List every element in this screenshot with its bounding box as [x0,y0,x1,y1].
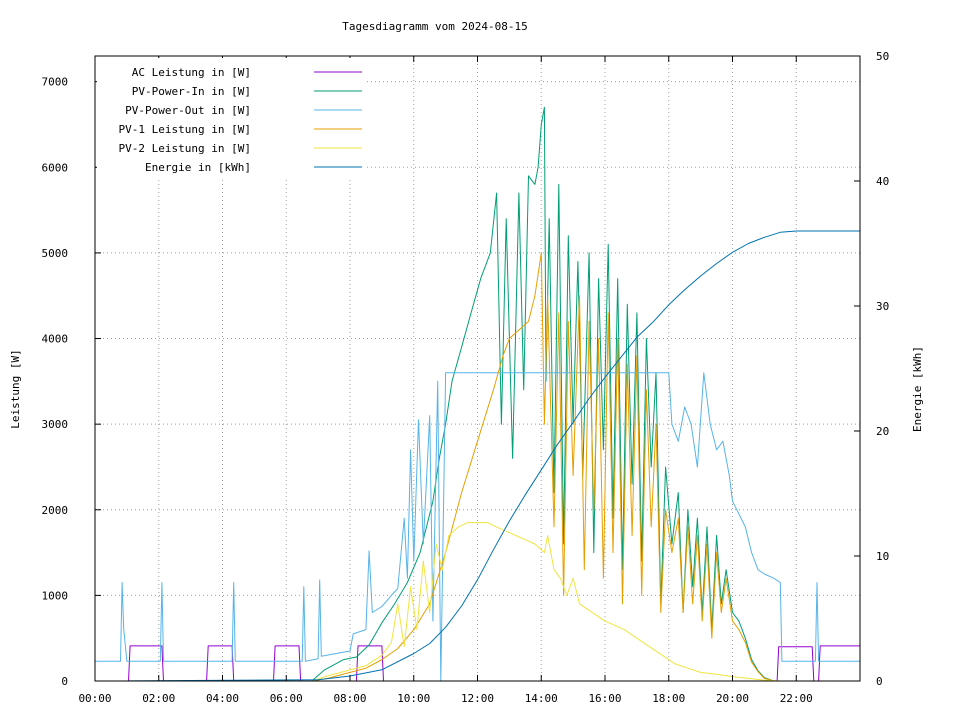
legend-label: PV-Power-In in [W] [132,85,251,98]
y2-tick-label: 20 [876,425,889,438]
y-tick-label: 1000 [42,589,69,602]
legend-background [97,58,367,178]
y-tick-label: 3000 [42,418,69,431]
x-tick-label: 02:00 [142,692,175,705]
legend: AC Leistung in [W] PV-Power-In in [W] PV-P… [97,58,367,178]
axis-ticks: 00:00 02:00 04:00 06:00 08:00 10:00 12:00 14:00… [42,50,890,705]
x-tick-label: 00:00 [78,692,111,705]
y-tick-label: 0 [61,675,68,688]
series-line-4 [95,252,860,682]
y-tick-label: 7000 [42,76,69,89]
x-tick-label: 10:00 [397,692,430,705]
x-tick-label: 08:00 [333,692,366,705]
y-tick-label: 4000 [42,333,69,346]
legend-label: PV-1 Leistung in [W] [119,123,251,136]
x-tick-label: 06:00 [270,692,303,705]
series-line-3 [95,372,860,682]
legend-label: Energie in [kWh] [145,161,251,174]
x-tick-label: 14:00 [525,692,558,705]
x-tick-label: 12:00 [461,692,494,705]
y2-axis-label: Energie [kWh] [911,346,924,432]
x-tick-label: 04:00 [206,692,239,705]
series-line-1 [95,645,860,682]
series-line-6 [94,230,860,682]
y-axis-label: Leistung [W] [9,349,22,428]
y-tick-label: 2000 [42,504,69,517]
y-tick-label: 6000 [42,161,69,174]
x-tick-label: 16:00 [588,692,621,705]
series-line-5 [95,522,860,682]
x-tick-label: 22:00 [780,692,813,705]
y2-tick-label: 10 [876,550,889,563]
y2-tick-label: 0 [876,675,883,688]
y2-tick-label: 40 [876,175,889,188]
legend-label: PV-2 Leistung in [W] [119,142,251,155]
y-tick-label: 5000 [42,247,69,260]
y2-tick-label: 30 [876,300,889,313]
series-layer [94,106,860,682]
legend-label: AC Leistung in [W] [132,66,251,79]
y2-tick-label: 50 [876,50,889,63]
legend-label: PV-Power-Out in [W] [125,104,251,117]
x-tick-label: 20:00 [716,692,749,705]
x-tick-label: 18:00 [652,692,685,705]
chart-title: Tagesdiagramm vom 2024-08-15 [342,20,527,33]
